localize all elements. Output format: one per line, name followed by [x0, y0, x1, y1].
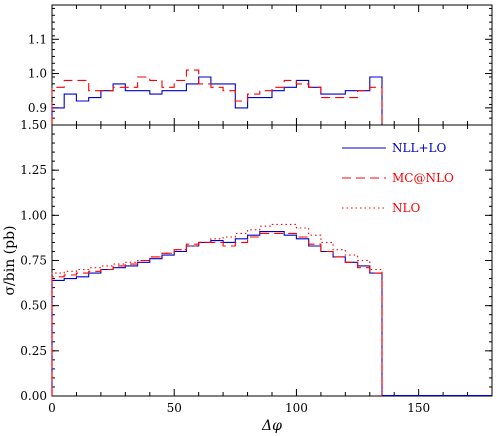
- y-tick-label: 0.75: [20, 254, 47, 268]
- series-line-nll-lo: [51, 231, 383, 396]
- y-tick-label: 1.00: [20, 208, 47, 222]
- plot-frame: [51, 4, 493, 126]
- y-tick-label: 0.9: [28, 101, 47, 115]
- x-tick-label: 150: [407, 401, 430, 415]
- y-tick-label: 0.25: [20, 344, 47, 358]
- y-tick-label: 1.50: [20, 118, 47, 132]
- ratio-panel: 0.9 1.0 1.1: [28, 4, 493, 126]
- y-tick-label: 1.1: [28, 32, 47, 46]
- y-tick-label: 1.25: [20, 163, 47, 177]
- plot-frame: [51, 124, 493, 397]
- series-line-nlo: [51, 223, 383, 396]
- x-tick-label: 0: [48, 401, 56, 415]
- series-line-series-1: [51, 69, 383, 125]
- legend-label: NLL+LO: [392, 141, 446, 155]
- x-tick-label: 100: [285, 401, 308, 415]
- y-tick-label: 0.00: [20, 389, 47, 403]
- series-line-mc-nlo: [51, 232, 383, 396]
- legend-label: MC@NLO: [392, 171, 454, 185]
- legend-label: NLO: [392, 201, 420, 215]
- series-line-series-0: [51, 76, 383, 125]
- y-tick-label: 0.50: [20, 299, 47, 313]
- x-tick-label: 50: [167, 401, 182, 415]
- y-tick-label: 1.0: [28, 67, 47, 81]
- y-axis-label: σ/bin (pb): [2, 225, 18, 295]
- main-panel: 0.00 0.25 0.50 0.75 1.00 1.25 1.50 0 50 100 150 Δφ σ…: [2, 118, 493, 434]
- x-axis-label: Δφ: [261, 418, 282, 434]
